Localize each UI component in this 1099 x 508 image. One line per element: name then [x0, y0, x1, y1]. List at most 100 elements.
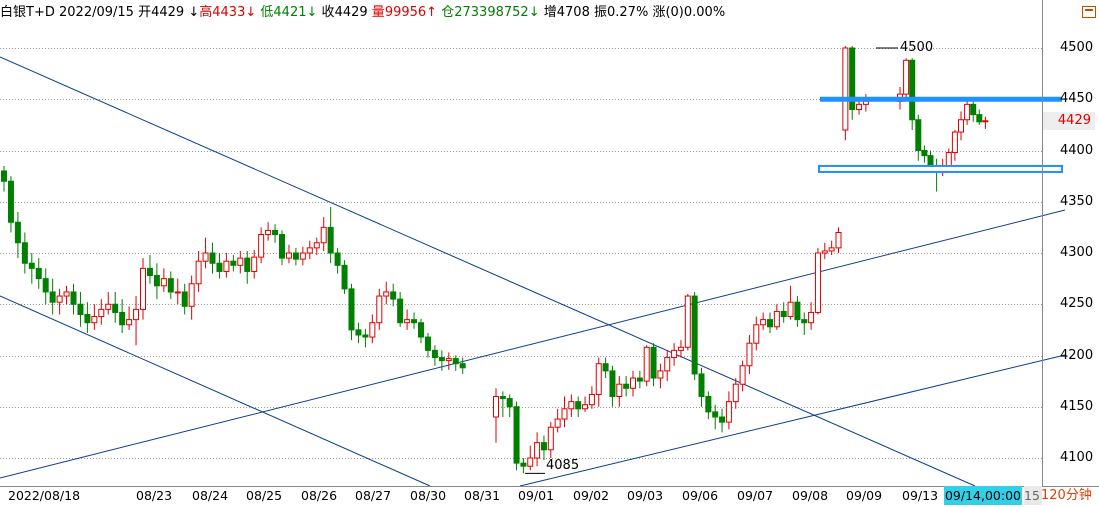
- candle-body: [369, 322, 376, 338]
- candle-body: [568, 401, 575, 410]
- candle-body: [119, 311, 126, 326]
- y-tick-label: 4350: [1060, 193, 1094, 209]
- y-tick-label: 4450: [1060, 90, 1094, 106]
- y-tick-label: 4100: [1060, 449, 1094, 465]
- period-selector[interactable]: 120分钟: [1041, 488, 1092, 503]
- candle-body: [808, 311, 815, 324]
- candle-body: [418, 322, 424, 338]
- candle-body: [209, 252, 216, 264]
- candle-body: [404, 319, 411, 324]
- candle-body: [982, 120, 989, 123]
- candle-body: [849, 47, 856, 110]
- x-tick-label: 09/09: [846, 488, 883, 503]
- candle-body: [588, 393, 595, 406]
- candle-body: [167, 278, 174, 293]
- candle-body: [927, 155, 934, 167]
- minimize-icon[interactable]: [1082, 6, 1096, 18]
- candle-body: [14, 221, 21, 244]
- candle-body: [452, 358, 459, 365]
- candle-body: [691, 295, 698, 375]
- candle-body: [712, 411, 719, 418]
- candle-body: [547, 426, 554, 451]
- trend-line: [519, 354, 1066, 487]
- x-tick-label: 09/01: [518, 488, 555, 503]
- candle-body: [671, 349, 678, 359]
- open-label: 开: [138, 5, 152, 20]
- candle-body: [739, 365, 746, 385]
- candle-body: [909, 59, 916, 121]
- candle-body: [188, 283, 195, 307]
- candle-body: [951, 131, 958, 154]
- high-label: 高: [199, 5, 213, 20]
- arrow: ↓: [188, 5, 200, 20]
- current-price-tag: 4429: [1043, 112, 1095, 130]
- candle-body: [705, 396, 712, 413]
- arrow: ↓: [528, 5, 540, 20]
- candle-body: [657, 370, 664, 379]
- candle-body: [958, 119, 964, 133]
- candle-body: [237, 257, 244, 266]
- candle-body: [787, 301, 794, 318]
- candle-body: [140, 267, 146, 310]
- candle-body: [828, 247, 835, 252]
- x-tick-label: 09/07: [737, 488, 774, 503]
- candle-body: [313, 242, 320, 249]
- candle-body: [616, 383, 623, 398]
- candle-body: [595, 363, 602, 395]
- high-marker-label: 4500: [900, 40, 934, 55]
- candle-body: [376, 295, 383, 324]
- candle-body: [98, 308, 105, 318]
- candle-body: [520, 462, 527, 467]
- x-tick-label: 08/30: [410, 488, 447, 503]
- x-tick-label: 09/08: [792, 488, 829, 503]
- amplitude-value: 0.27%: [607, 5, 649, 20]
- candle-body: [650, 346, 657, 379]
- x-tick-label: 08/31: [464, 488, 501, 503]
- candle-body: [746, 342, 753, 367]
- x-tick-label: 08/25: [246, 488, 283, 503]
- increase-label: 增: [543, 5, 557, 20]
- candle-body: [794, 301, 801, 321]
- candle-body: [513, 406, 520, 464]
- candle-body: [105, 303, 112, 310]
- close-label: 收: [321, 5, 335, 20]
- y-tick-label: 4300: [1060, 244, 1094, 260]
- candle-body: [146, 267, 153, 277]
- candle-body: [527, 457, 534, 467]
- candle-body: [821, 250, 828, 254]
- candle-body: [835, 232, 842, 249]
- support-level: [818, 164, 1063, 173]
- candle-body: [438, 357, 445, 362]
- candle-body: [609, 370, 616, 397]
- quote-date: 2022/09/15: [59, 5, 134, 20]
- candle-body: [582, 404, 589, 410]
- candle-body: [223, 260, 230, 272]
- candle-body: [856, 103, 863, 110]
- y-tick-label: 4200: [1060, 347, 1094, 363]
- candle-body: [725, 401, 732, 423]
- candle-body: [677, 346, 684, 351]
- candle-body: [424, 336, 431, 351]
- oi-value: 273398752: [454, 5, 529, 20]
- candle-body: [623, 383, 630, 389]
- candle-body: [181, 291, 188, 307]
- candle-body: [362, 334, 369, 338]
- candle-body: [575, 401, 582, 410]
- candle-body: [698, 373, 705, 398]
- candle-body: [801, 319, 808, 324]
- candle-body: [732, 383, 739, 403]
- increase-value: 4708: [556, 5, 590, 20]
- current-time-label: 09/14,00:00: [944, 486, 1022, 505]
- x-tick-label: 08/26: [301, 488, 338, 503]
- candle-body: [970, 103, 977, 116]
- trend-line: [0, 56, 976, 487]
- candle-body: [397, 298, 404, 324]
- candle-body: [602, 363, 609, 372]
- candle-body: [7, 180, 14, 223]
- candle-body: [160, 278, 167, 287]
- candle-body: [63, 291, 70, 297]
- candle-body: [112, 303, 119, 313]
- trend-line: [0, 295, 431, 487]
